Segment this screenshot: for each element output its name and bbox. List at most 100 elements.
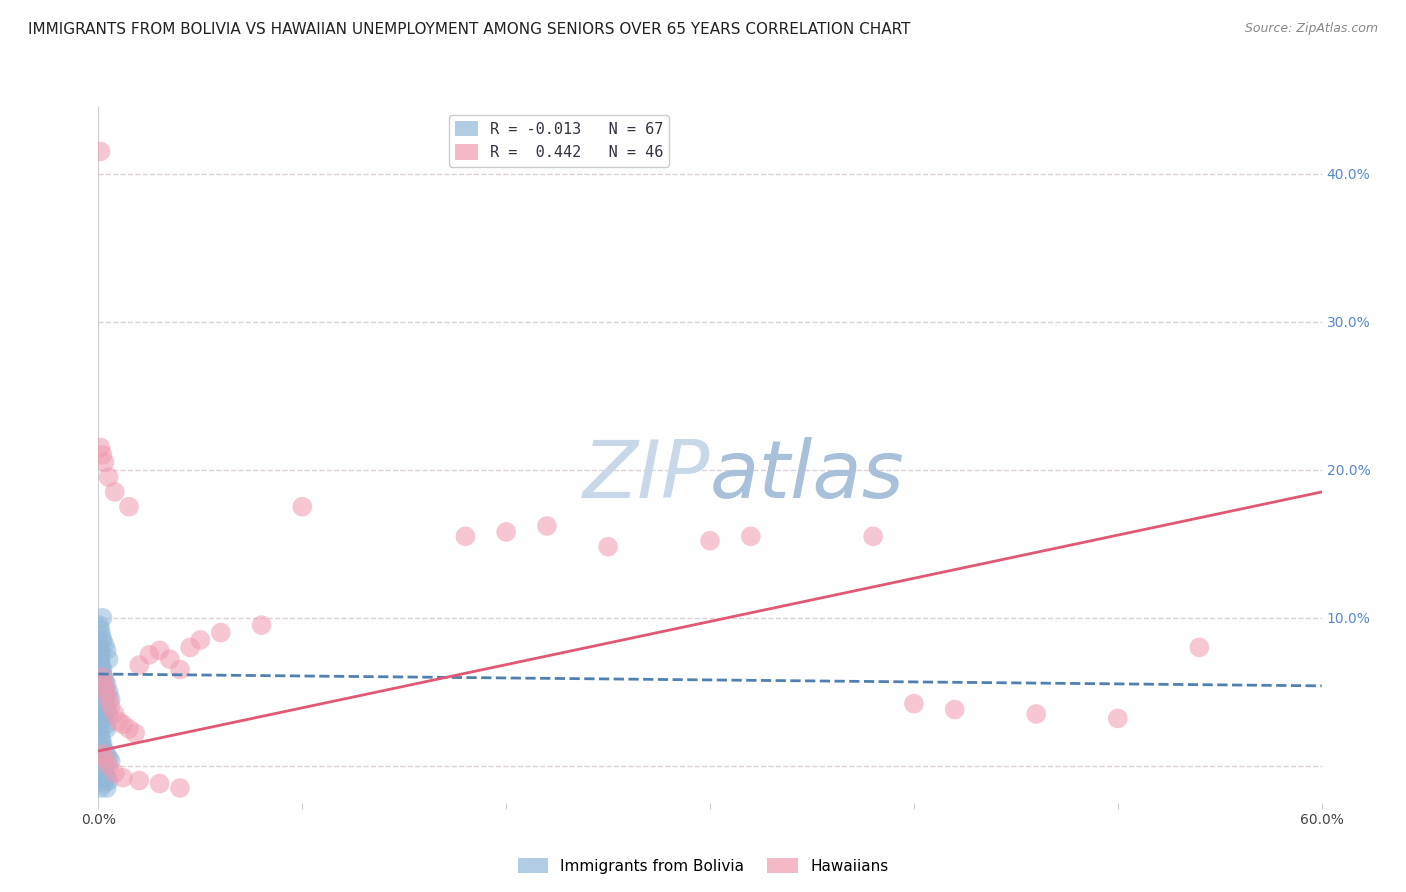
Point — [91, 741, 114, 756]
Point — [93, 673, 115, 687]
Point — [91, 673, 114, 687]
Text: IMMIGRANTS FROM BOLIVIA VS HAWAIIAN UNEMPLOYMENT AMONG SENIORS OVER 65 YEARS COR: IMMIGRANTS FROM BOLIVIA VS HAWAIIAN UNEM… — [28, 22, 911, 37]
Point — [97, 692, 120, 706]
Point — [89, 623, 111, 637]
Point — [169, 780, 191, 795]
Point — [93, 776, 115, 790]
Point — [149, 776, 172, 790]
Point — [91, 699, 114, 714]
Point — [93, 670, 115, 684]
Point — [96, 685, 118, 699]
Point — [89, 722, 111, 736]
Point — [89, 652, 111, 666]
Point — [91, 737, 114, 751]
Text: ZIP: ZIP — [582, 437, 710, 515]
Point — [91, 677, 114, 691]
Point — [250, 618, 273, 632]
Point — [89, 441, 111, 455]
Legend: Immigrants from Bolivia, Hawaiians: Immigrants from Bolivia, Hawaiians — [512, 852, 894, 880]
Point — [96, 717, 118, 731]
Point — [93, 751, 115, 765]
Point — [111, 771, 134, 785]
Point — [188, 632, 212, 647]
Point — [91, 667, 114, 681]
Point — [91, 632, 114, 647]
Point — [1025, 706, 1047, 721]
Point — [97, 706, 120, 721]
Point — [89, 658, 111, 673]
Point — [536, 519, 558, 533]
Point — [96, 747, 118, 761]
Point — [97, 759, 120, 773]
Point — [111, 717, 134, 731]
Point — [90, 628, 112, 642]
Point — [90, 667, 112, 681]
Point — [118, 722, 141, 736]
Point — [90, 673, 112, 687]
Point — [128, 773, 150, 788]
Point — [91, 448, 114, 462]
Point — [93, 697, 115, 711]
Point — [89, 697, 111, 711]
Point — [108, 714, 131, 729]
Point — [90, 658, 112, 673]
Point — [903, 697, 925, 711]
Point — [97, 685, 120, 699]
Point — [149, 643, 172, 657]
Point — [89, 663, 111, 677]
Point — [93, 766, 115, 780]
Point — [93, 677, 115, 691]
Point — [598, 540, 620, 554]
Point — [138, 648, 160, 662]
Point — [89, 729, 111, 743]
Point — [89, 618, 111, 632]
Point — [104, 706, 127, 721]
Text: atlas: atlas — [710, 437, 905, 515]
Point — [96, 643, 118, 657]
Point — [104, 484, 127, 499]
Point — [89, 652, 111, 666]
Point — [740, 529, 762, 543]
Point — [100, 755, 122, 769]
Point — [124, 726, 146, 740]
Point — [291, 500, 314, 514]
Point — [91, 759, 114, 773]
Point — [93, 692, 115, 706]
Point — [100, 692, 122, 706]
Point — [89, 640, 111, 655]
Point — [118, 500, 141, 514]
Point — [159, 652, 181, 666]
Point — [91, 681, 114, 696]
Point — [699, 533, 721, 548]
Point — [96, 780, 118, 795]
Point — [89, 685, 111, 699]
Text: Source: ZipAtlas.com: Source: ZipAtlas.com — [1244, 22, 1378, 36]
Point — [96, 771, 118, 785]
Point — [128, 658, 150, 673]
Point — [93, 763, 115, 777]
Point — [96, 722, 118, 736]
Point — [97, 751, 120, 765]
Legend: R = -0.013   N = 67, R =  0.442   N = 46: R = -0.013 N = 67, R = 0.442 N = 46 — [449, 115, 669, 167]
Point — [91, 702, 114, 716]
Point — [91, 688, 114, 702]
Point — [91, 670, 114, 684]
Point — [89, 780, 111, 795]
Point — [96, 702, 118, 716]
Point — [89, 648, 111, 662]
Point — [93, 688, 115, 702]
Point — [97, 470, 120, 484]
Point — [97, 773, 120, 788]
Point — [93, 681, 115, 696]
Point — [89, 714, 111, 729]
Point — [93, 744, 115, 758]
Point — [943, 702, 966, 716]
Point — [91, 611, 114, 625]
Point — [495, 524, 517, 539]
Point — [169, 663, 191, 677]
Point — [97, 652, 120, 666]
Point — [209, 625, 232, 640]
Point — [89, 643, 111, 657]
Point — [91, 747, 114, 761]
Point — [91, 663, 114, 677]
